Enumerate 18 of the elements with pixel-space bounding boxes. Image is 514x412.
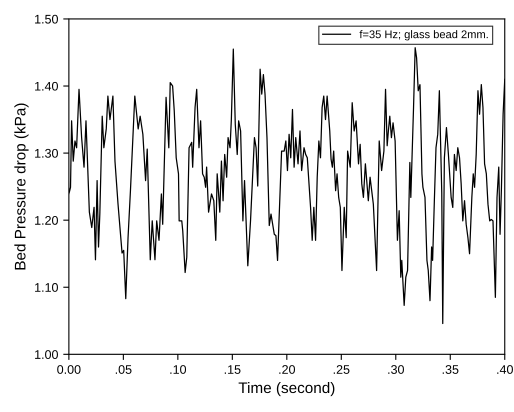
y-tick-label: 1.40 [35,82,58,91]
x-tick-label: .10 [170,365,186,374]
x-tick-label: .25 [334,365,350,374]
legend-label: f=35 Hz; glass bead 2mm. [360,30,488,40]
y-tick-label: 1.20 [35,216,58,225]
x-tick-label: .35 [442,365,458,374]
x-tick-label: .40 [497,365,513,374]
x-axis-title: Time (second) [238,382,334,396]
y-axis-title: Bed Pressure drop (kPa) [14,104,29,270]
x-tick-label: .05 [116,365,132,374]
x-tick-label: .30 [388,365,404,374]
y-tick-label: 1.50 [35,14,58,24]
x-tick-label: .20 [279,365,296,374]
x-tick-label: .15 [224,365,240,374]
y-tick-label: 1.00 [35,350,58,359]
y-tick-label: 1.30 [35,148,58,158]
y-tick-label: 1.10 [35,283,58,292]
x-tick-label: 0.00 [57,365,81,374]
